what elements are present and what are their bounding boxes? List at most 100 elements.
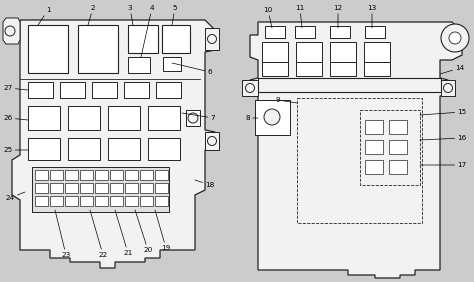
Bar [364,42,390,62]
Text: 16: 16 [420,135,466,141]
Text: 24: 24 [5,192,25,201]
Bar [68,138,100,160]
Bar [295,26,315,38]
Bar [148,138,180,160]
Bar [162,25,190,53]
Bar [365,160,383,174]
Bar [365,26,385,38]
Circle shape [208,34,217,43]
Bar [28,25,68,73]
Bar [297,98,422,223]
Text: 10: 10 [264,7,273,28]
Bar [262,62,288,76]
Bar [110,183,123,193]
Bar [35,183,48,193]
Circle shape [449,32,461,44]
Circle shape [208,136,217,146]
Text: 13: 13 [367,5,377,28]
Text: 15: 15 [420,109,466,115]
Bar [296,42,322,62]
Text: 8: 8 [246,115,258,121]
Bar [50,196,63,206]
Text: 22: 22 [90,210,108,258]
Bar [110,170,123,180]
Text: 27: 27 [3,85,28,91]
Text: 11: 11 [295,5,305,28]
Text: 14: 14 [440,65,465,74]
Bar [95,196,108,206]
Bar [360,110,420,185]
Bar [389,120,407,134]
Circle shape [5,26,15,36]
Bar [148,106,180,130]
Bar [80,183,93,193]
Bar [125,196,138,206]
Bar [296,62,322,76]
Text: 23: 23 [55,210,71,258]
Bar [128,57,150,73]
Bar [330,62,356,76]
Bar [125,170,138,180]
Text: 9: 9 [276,97,297,103]
Polygon shape [12,20,215,268]
Bar [95,170,108,180]
Bar [80,196,93,206]
Bar [262,42,288,62]
Circle shape [441,24,469,52]
Text: 5: 5 [172,5,177,25]
Bar [186,110,200,126]
Bar [65,170,78,180]
Bar [28,138,60,160]
Text: 19: 19 [155,210,171,251]
Bar [140,170,153,180]
Bar [155,170,168,180]
Bar [365,120,383,134]
Bar [35,170,48,180]
Bar [258,78,441,92]
Bar [140,183,153,193]
Bar [32,167,169,212]
Circle shape [188,113,198,123]
Bar [50,170,63,180]
Polygon shape [250,22,462,278]
Bar [265,26,285,38]
Bar [155,196,168,206]
Text: 3: 3 [128,5,133,25]
Bar [92,82,117,98]
Bar [65,196,78,206]
Bar [78,25,118,73]
Bar [95,183,108,193]
Bar [441,80,455,96]
Text: 12: 12 [333,5,343,28]
Text: 18: 18 [195,180,215,188]
Bar [330,42,356,62]
Bar [65,183,78,193]
Bar [242,80,258,96]
Bar [364,62,390,76]
Circle shape [264,109,280,125]
Bar [389,140,407,154]
Text: 25: 25 [3,147,28,153]
Text: 7: 7 [182,113,215,121]
Bar [155,183,168,193]
Bar [28,106,60,130]
Text: 6: 6 [172,63,212,75]
Bar [125,183,138,193]
Bar [80,170,93,180]
Text: 20: 20 [135,210,153,253]
Text: 17: 17 [420,162,466,168]
Bar [35,196,48,206]
Bar [156,82,181,98]
Bar [330,26,350,38]
Bar [255,100,290,135]
Text: 2: 2 [88,5,95,25]
Bar [205,132,219,150]
Text: 26: 26 [3,115,28,121]
Text: 1: 1 [38,7,50,25]
Bar [68,106,100,130]
Bar [128,25,158,53]
Circle shape [444,83,453,92]
Bar [60,82,85,98]
Circle shape [246,83,255,92]
Polygon shape [3,18,20,44]
